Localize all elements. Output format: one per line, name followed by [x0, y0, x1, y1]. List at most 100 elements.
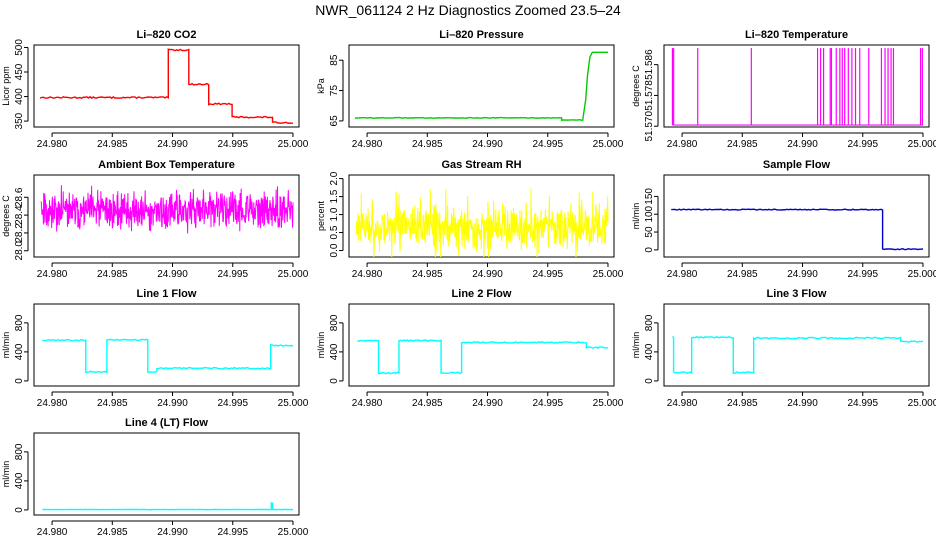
chart-panel-2: Li–820 Pressure 24.980 24.985 24.990 24.995 2… — [316, 29, 624, 150]
y-tick-label: 2.0 — [329, 171, 340, 185]
y-tick-label: 51.570 — [644, 111, 655, 142]
y-tick-label: 500 — [14, 39, 25, 56]
x-tick-label: 24.990 — [472, 139, 503, 150]
x-tick-label: 24.980 — [37, 398, 68, 409]
panel-title: Sample Flow — [763, 159, 831, 171]
y-axis-title: ml/min — [631, 203, 641, 230]
series-line — [671, 208, 924, 251]
x-tick-label: 24.980 — [667, 139, 698, 150]
y-axis-title: ml/min — [316, 332, 326, 359]
x-tick-label: 24.990 — [787, 139, 818, 150]
y-axis-title: percent — [316, 200, 326, 231]
x-tick-label: 24.980 — [37, 139, 68, 150]
panel-title: Line 2 Flow — [452, 288, 512, 300]
x-tick-label: 24.995 — [847, 269, 878, 280]
x-tick-label: 25.000 — [593, 269, 624, 280]
y-tick-label: 800 — [329, 314, 340, 331]
x-tick-label: 24.985 — [727, 398, 758, 409]
panel-title: Li–820 Temperature — [745, 29, 848, 41]
x-tick-label: 24.990 — [787, 398, 818, 409]
y-axis-title: Licor ppm — [1, 66, 11, 106]
plot-frame — [663, 303, 930, 387]
x-tick-label: 24.980 — [352, 269, 383, 280]
y-tick-label: 0 — [644, 247, 655, 253]
x-tick-label: 24.985 — [412, 398, 443, 409]
x-tick-label: 24.990 — [472, 269, 503, 280]
x-tick-label: 25.000 — [908, 139, 936, 150]
y-axis-title: ml/min — [631, 332, 641, 359]
x-tick-label: 24.985 — [97, 527, 128, 538]
x-tick-label: 25.000 — [593, 139, 624, 150]
y-tick-label: 1.0 — [329, 207, 340, 221]
y-tick-label: 28.2 — [14, 223, 25, 243]
y-tick-label: 85 — [329, 54, 340, 66]
x-tick-label: 24.980 — [667, 269, 698, 280]
plot-frame — [348, 303, 615, 387]
x-tick-label: 24.995 — [217, 527, 248, 538]
y-tick-label: 100 — [644, 205, 655, 222]
x-tick-label: 24.995 — [532, 269, 563, 280]
chart-panel-7: Line 1 Flow 24.980 24.985 24.990 24.995 25.00… — [1, 288, 309, 409]
plot-frame — [33, 432, 300, 516]
x-tick-label: 24.980 — [667, 398, 698, 409]
chart-panel-1: Li–820 CO2 24.980 24.985 24.990 24.995 25.000… — [1, 29, 309, 150]
y-tick-label: 0.0 — [329, 243, 340, 257]
x-tick-label: 24.985 — [97, 139, 128, 150]
x-tick-label: 24.980 — [37, 527, 68, 538]
y-tick-label: 800 — [14, 443, 25, 460]
y-tick-label: 800 — [644, 314, 655, 331]
series-line — [40, 185, 294, 234]
chart-panel-10: Line 4 (LT) Flow 24.980 24.985 24.990 24.995… — [1, 417, 309, 538]
y-tick-label: 400 — [14, 88, 25, 105]
x-tick-label: 25.000 — [593, 398, 624, 409]
x-tick-label: 24.990 — [157, 139, 188, 150]
x-tick-label: 24.995 — [217, 398, 248, 409]
figure-title: NWR_061124 2 Hz Diagnostics Zoomed 23.5–… — [315, 2, 621, 18]
y-tick-label: 75 — [329, 85, 340, 97]
plot-frame — [348, 174, 615, 258]
y-tick-label: 0.5 — [329, 225, 340, 239]
plot-frame — [348, 44, 615, 128]
x-tick-label: 25.000 — [278, 398, 309, 409]
x-tick-label: 24.995 — [847, 398, 878, 409]
x-tick-label: 25.000 — [278, 527, 309, 538]
x-tick-label: 24.980 — [37, 269, 68, 280]
y-tick-label: 400 — [14, 343, 25, 360]
plot-frame — [33, 303, 300, 387]
x-tick-label: 25.000 — [278, 139, 309, 150]
y-tick-label: 0 — [14, 378, 25, 384]
chart-panel-8: Line 2 Flow 24.980 24.985 24.990 24.995 25.00… — [316, 288, 624, 409]
series-line — [357, 339, 609, 375]
x-tick-label: 24.990 — [787, 269, 818, 280]
panel-title: Li–820 CO2 — [137, 29, 197, 41]
x-tick-label: 24.985 — [412, 139, 443, 150]
plot-frame — [663, 174, 930, 258]
y-tick-label: 0 — [14, 507, 25, 513]
x-tick-label: 24.985 — [727, 139, 758, 150]
series-line — [672, 335, 924, 375]
y-tick-label: 28.4 — [14, 205, 25, 225]
x-tick-label: 24.990 — [157, 269, 188, 280]
y-tick-label: 350 — [14, 112, 25, 129]
y-tick-label: 400 — [329, 343, 340, 360]
panel-title: Li–820 Pressure — [439, 29, 523, 41]
x-tick-label: 24.995 — [847, 139, 878, 150]
panel-title: Ambient Box Temperature — [98, 159, 235, 171]
x-tick-label: 24.995 — [217, 269, 248, 280]
y-axis-title: degrees C — [631, 65, 641, 107]
panel-title: Line 4 (LT) Flow — [125, 417, 208, 429]
x-tick-label: 25.000 — [278, 269, 309, 280]
y-tick-label: 1.5 — [329, 189, 340, 203]
y-tick-label: 400 — [644, 343, 655, 360]
chart-panel-9: Line 3 Flow 24.980 24.985 24.990 24.995 25.00… — [631, 288, 936, 409]
plot-frame — [33, 44, 300, 128]
series-line — [355, 51, 608, 121]
y-tick-label: 800 — [14, 314, 25, 331]
plot-frame — [663, 44, 930, 128]
y-tick-label: 51.586 — [644, 49, 655, 80]
y-tick-label: 28.0 — [14, 241, 25, 261]
y-tick-label: 450 — [14, 63, 25, 80]
y-axis-title: degrees C — [1, 195, 11, 237]
x-tick-label: 24.995 — [532, 398, 563, 409]
y-tick-label: 51.578 — [644, 80, 655, 111]
